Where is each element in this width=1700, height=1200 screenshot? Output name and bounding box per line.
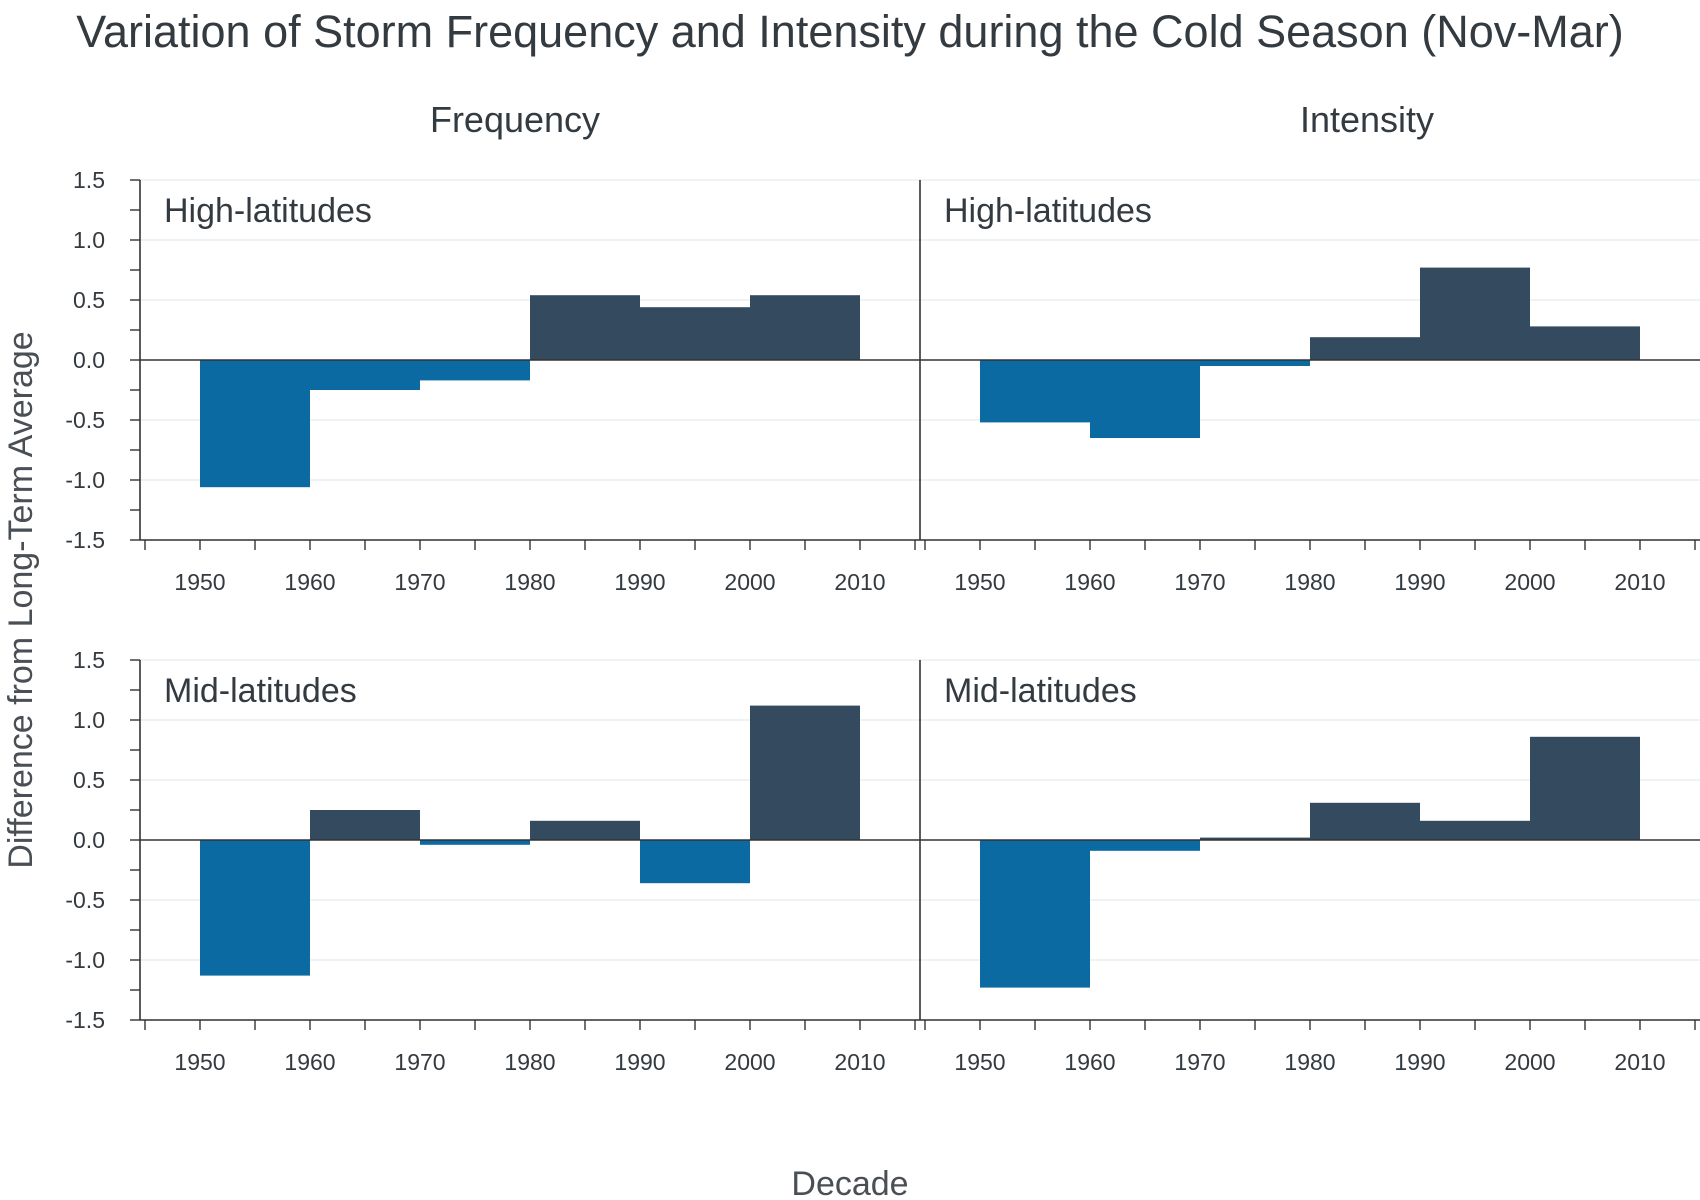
high-latitudes-frequency-y-tick-label: 0.5	[73, 287, 105, 313]
high-latitudes-frequency-x-tick-label: 1970	[394, 569, 445, 595]
mid-latitudes-intensity-bar-1970s	[1200, 837, 1310, 840]
high-latitudes-frequency-bar-2000s	[750, 295, 860, 360]
high-latitudes-frequency-y-tick-label: 1.5	[73, 167, 105, 193]
high-latitudes-frequency-panel-label: High-latitudes	[164, 192, 372, 230]
high-latitudes-intensity-x-tick-label: 1980	[1284, 569, 1335, 595]
mid-latitudes-intensity-x-tick-label: 1960	[1064, 1049, 1115, 1075]
x-axis-title: Decade	[791, 1165, 908, 1200]
mid-latitudes-frequency-x-tick-label: 1990	[614, 1049, 665, 1075]
high-latitudes-frequency-x-tick-label: 2000	[724, 569, 775, 595]
high-latitudes-frequency-x-tick-label: 1980	[504, 569, 555, 595]
mid-latitudes-intensity-x-tick-label: 2010	[1614, 1049, 1665, 1075]
mid-latitudes-frequency-bar-1990s	[640, 840, 750, 884]
mid-latitudes-frequency-y-tick-label: 0.0	[73, 827, 105, 853]
high-latitudes-intensity-bar-1980s	[1310, 337, 1420, 360]
mid-latitudes-frequency-y-tick-label: 1.5	[73, 647, 105, 673]
high-latitudes-frequency-bar-1980s	[530, 295, 640, 360]
high-latitudes-intensity-x-tick-label: 1970	[1174, 569, 1225, 595]
high-latitudes-intensity-bar-1990s	[1420, 267, 1530, 360]
high-latitudes-intensity-bar-2000s	[1530, 326, 1640, 360]
mid-latitudes-frequency-y-tick-label: -1.0	[65, 947, 105, 973]
mid-latitudes-frequency-y-tick-label: 1.0	[73, 707, 105, 733]
mid-latitudes-intensity-panel-label: Mid-latitudes	[944, 672, 1137, 710]
mid-latitudes-intensity-bar-2000s	[1530, 736, 1640, 840]
column-title-frequency: Frequency	[430, 99, 600, 140]
column-title-intensity: Intensity	[1300, 99, 1434, 140]
high-latitudes-intensity-bar-1960s	[1090, 360, 1200, 438]
high-latitudes-intensity-x-tick-label: 1950	[954, 569, 1005, 595]
mid-latitudes-intensity-x-tick-label: 1970	[1174, 1049, 1225, 1075]
high-latitudes-intensity-panel-label: High-latitudes	[944, 192, 1152, 230]
high-latitudes-intensity-x-tick-label: 1990	[1394, 569, 1445, 595]
mid-latitudes-intensity-x-tick-label: 1980	[1284, 1049, 1335, 1075]
mid-latitudes-intensity-x-tick-label: 1990	[1394, 1049, 1445, 1075]
mid-latitudes-intensity-bar-1950s	[980, 840, 1090, 988]
mid-latitudes-frequency-x-tick-label: 2000	[724, 1049, 775, 1075]
high-latitudes-frequency-bar-1970s	[420, 360, 530, 381]
mid-latitudes-frequency-x-tick-label: 1970	[394, 1049, 445, 1075]
mid-latitudes-frequency-x-tick-label: 1960	[284, 1049, 335, 1075]
mid-latitudes-intensity-x-tick-label: 2000	[1504, 1049, 1555, 1075]
high-latitudes-frequency-x-tick-label: 1950	[174, 569, 225, 595]
mid-latitudes-frequency-bar-1960s	[310, 810, 420, 840]
high-latitudes-frequency-bar-1950s	[200, 360, 310, 488]
high-latitudes-intensity-bar-1970s	[1200, 360, 1310, 366]
high-latitudes-frequency-y-tick-label: -0.5	[65, 407, 105, 433]
mid-latitudes-frequency-bar-1970s	[420, 840, 530, 845]
mid-latitudes-frequency-y-tick-label: -1.5	[65, 1007, 105, 1033]
mid-latitudes-frequency-y-tick-label: 0.5	[73, 767, 105, 793]
mid-latitudes-frequency-x-tick-label: 2010	[834, 1049, 885, 1075]
high-latitudes-frequency-bar-1960s	[310, 360, 420, 390]
high-latitudes-frequency-bar-1990s	[640, 307, 750, 360]
high-latitudes-frequency-x-tick-label: 1990	[614, 569, 665, 595]
high-latitudes-intensity-x-tick-label: 1960	[1064, 569, 1115, 595]
mid-latitudes-frequency-bar-2000s	[750, 705, 860, 840]
chart-title: Variation of Storm Frequency and Intensi…	[76, 6, 1624, 57]
high-latitudes-intensity-x-tick-label: 2000	[1504, 569, 1555, 595]
high-latitudes-frequency-y-tick-label: 1.0	[73, 227, 105, 253]
high-latitudes-frequency-x-tick-label: 1960	[284, 569, 335, 595]
high-latitudes-frequency-y-tick-label: 0.0	[73, 347, 105, 373]
high-latitudes-frequency-x-tick-label: 2010	[834, 569, 885, 595]
high-latitudes-frequency-y-tick-label: -1.0	[65, 467, 105, 493]
high-latitudes-intensity-bar-1950s	[980, 360, 1090, 423]
mid-latitudes-intensity-x-tick-label: 1950	[954, 1049, 1005, 1075]
mid-latitudes-frequency-x-tick-label: 1950	[174, 1049, 225, 1075]
mid-latitudes-frequency-x-tick-label: 1980	[504, 1049, 555, 1075]
mid-latitudes-intensity-bar-1980s	[1310, 802, 1420, 840]
mid-latitudes-frequency-bar-1980s	[530, 820, 640, 840]
y-axis-title: Difference from Long-Term Average	[2, 331, 40, 868]
high-latitudes-frequency-y-tick-label: -1.5	[65, 527, 105, 553]
mid-latitudes-frequency-bar-1950s	[200, 840, 310, 976]
high-latitudes-intensity-x-tick-label: 2010	[1614, 569, 1665, 595]
mid-latitudes-intensity-bar-1960s	[1090, 840, 1200, 851]
mid-latitudes-frequency-panel-label: Mid-latitudes	[164, 672, 357, 710]
mid-latitudes-intensity-bar-1990s	[1420, 820, 1530, 840]
mid-latitudes-frequency-y-tick-label: -0.5	[65, 887, 105, 913]
